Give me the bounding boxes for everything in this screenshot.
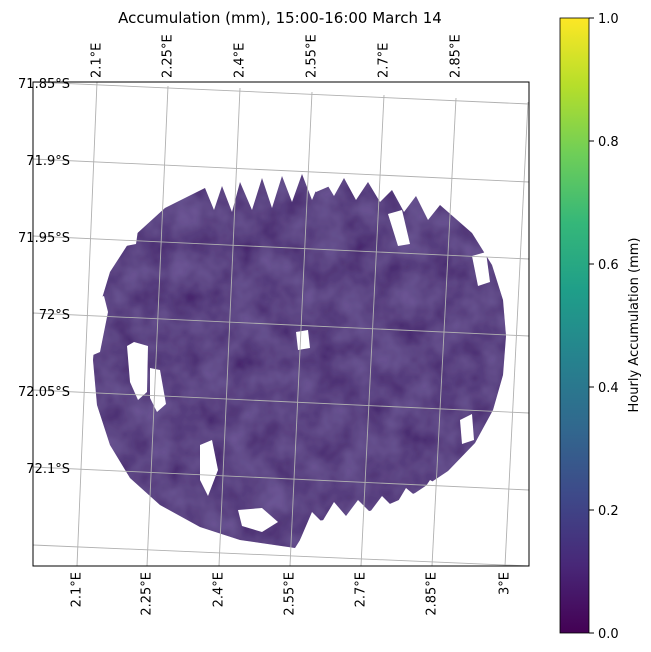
top-lon-tick-label: 2.55°E [305,34,320,78]
colorbar-tick-label: 0.0 [598,627,619,642]
longitude-gridline [76,82,98,566]
map-axes [32,81,530,567]
north-rim-speckle [205,150,470,560]
top-lon-tick-label: 2.1°E [90,43,105,78]
latitude-gridline [33,235,529,260]
longitude-gridline [218,87,241,566]
lat-tick-label: 72.1°S [26,462,70,477]
gap-east-2 [460,414,474,444]
top-lon-tick-label: 2.85°E [449,34,464,78]
top-lon-tick-label: 2.4°E [233,43,248,78]
map-gridlines [33,82,529,566]
bottom-lon-tick-label: 2.1°E [70,572,85,607]
latitude-gridline [33,389,529,414]
map-frame [32,81,530,567]
gap-south-rim [238,508,278,532]
latitude-gridline [33,544,529,566]
bottom-lon-tick-label: 2.55°E [283,572,298,616]
bottom-lon-tick-label: 2.4°E [212,572,227,607]
gap-west-edge [93,296,108,355]
colorbar-tick-label: 0.8 [598,135,619,150]
gap-southwest-2 [200,440,218,496]
colorbar-ticks: 0.0 0.2 0.4 0.6 0.8 1.0 [589,12,619,642]
lat-tick-label: 71.9°S [26,154,70,169]
gap-west-inner [127,342,148,400]
colorbar-tick-label: 0.4 [598,381,619,396]
latitude-gridline [33,312,529,337]
lat-tick-label: 72.05°S [18,385,70,400]
longitude-gridline [146,85,169,566]
latitude-gridline [33,466,529,491]
colorbar-tick-label: 0.2 [598,504,619,519]
top-lon-tick-label: 2.25°E [161,34,176,78]
gap-north-2 [388,210,410,246]
latitude-gridline [33,158,529,183]
speckle-north [205,150,440,220]
lat-tick-label: 71.95°S [18,231,70,246]
colorbar: 0.0 0.2 0.4 0.6 0.8 1.0 Hourly Accumulation (… [559,12,642,642]
bottom-lon-tick-label: 3°E [498,572,513,595]
longitude-gridline [360,94,385,566]
top-longitude-tick-labels: 2.1°E 2.25°E 2.4°E 2.55°E 2.7°E 2.85°E [90,34,464,78]
gap-east-1 [472,252,490,286]
bottom-lon-tick-label: 2.7°E [354,572,369,607]
lat-tick-label: 71.85°S [18,77,70,92]
bottom-lon-tick-label: 2.85°E [425,572,440,616]
colorbar-tick-label: 0.6 [598,258,619,273]
longitude-gridline [289,91,313,566]
gap-northwest [124,230,138,246]
latitude-tick-labels: 71.85°S 71.9°S 71.95°S 72°S 72.05°S 72.1°S [18,77,70,477]
colorbar-bar [559,17,590,634]
gap-center [296,330,310,350]
latitude-gridline [33,82,529,105]
chart-title: Accumulation (mm), 15:00-16:00 March 14 [118,9,442,27]
colorbar-label: Hourly Accumulation (mm) [627,238,642,413]
lat-tick-label: 72°S [39,308,70,323]
top-lon-tick-label: 2.7°E [377,43,392,78]
bottom-lon-tick-label: 2.25°E [140,572,155,616]
bottom-longitude-tick-labels: 2.1°E 2.25°E 2.4°E 2.55°E 2.7°E 2.85°E 3°E [70,572,513,616]
colorbar-tick-label: 1.0 [598,12,619,27]
speckle-south [300,471,470,560]
